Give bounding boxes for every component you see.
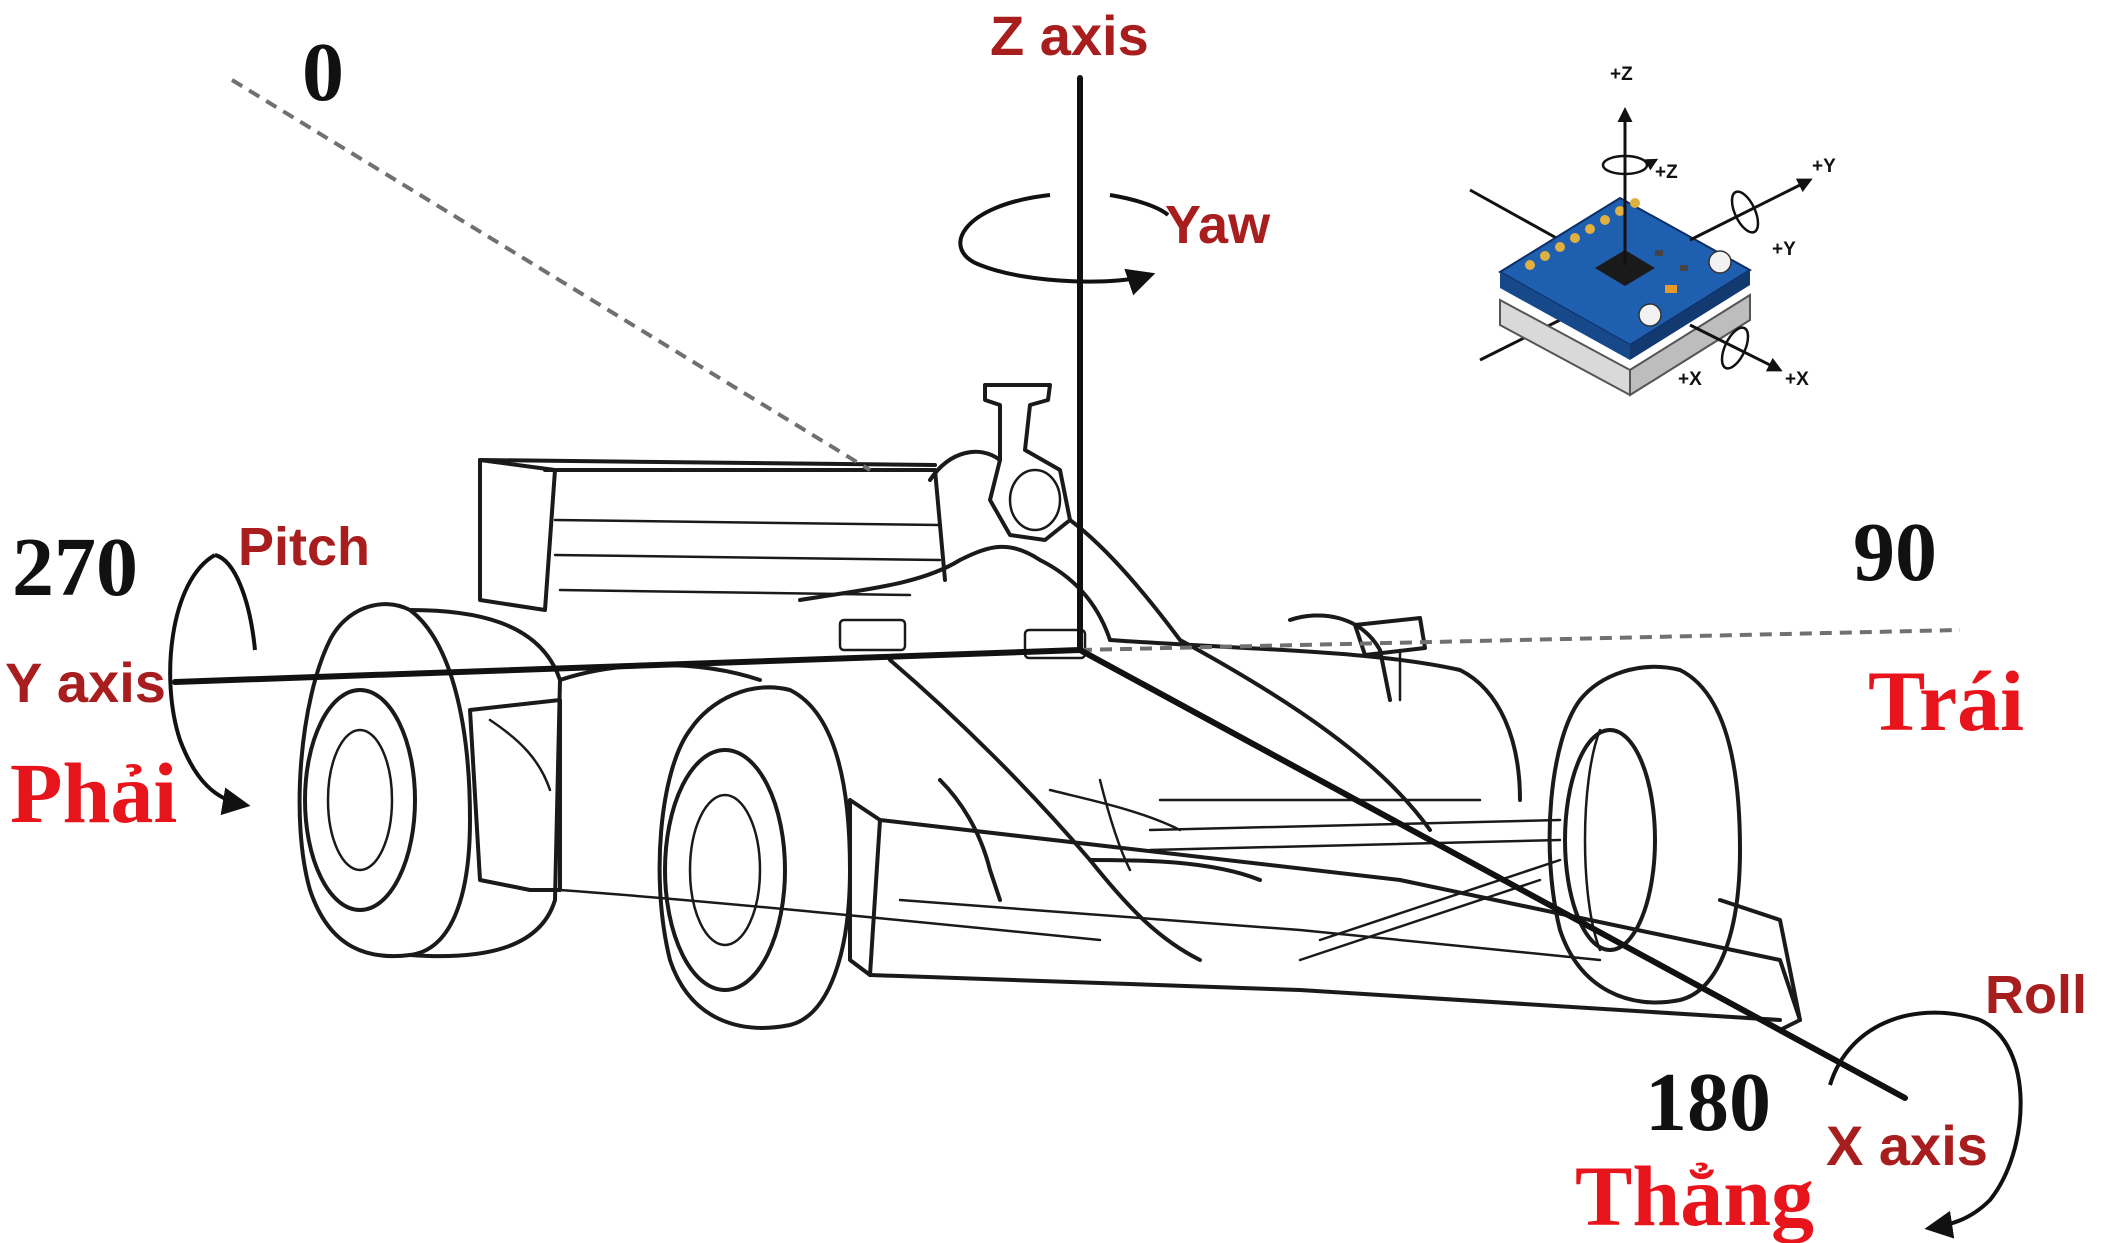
sensor-label-plus-y-rot: +Y: [1772, 239, 1796, 260]
x-axis-label: X axis: [1826, 1114, 1988, 1177]
sensor-label-plus-y-axis: +Y: [1812, 156, 1836, 177]
roll-rotation-arrow: [1828, 1010, 2023, 1239]
y-axis-label: Y axis: [5, 651, 166, 714]
f1-car-illustration: [297, 383, 1802, 1032]
direction-label-right: Phải: [10, 745, 177, 841]
z-axis-label: Z axis: [990, 4, 1149, 67]
sensor-label-plus-z-axis: +Z: [1610, 64, 1633, 85]
pitch-label: Pitch: [238, 517, 370, 577]
pitch-rotation-arrow: [168, 553, 251, 816]
mpu6050-sensor-illustration: +Z +Z +Y +Y +X +X: [1469, 64, 1836, 397]
angle-label-270: 270: [12, 521, 138, 614]
angle-label-90: 90: [1853, 506, 1937, 599]
yaw-rotation-arrow: [958, 193, 1156, 296]
sensor-label-plus-z-rot: +Z: [1655, 162, 1678, 183]
heading-line-0: [230, 78, 872, 472]
heading-line-90: [1079, 628, 1961, 652]
sensor-label-plus-x-rot: +X: [1678, 369, 1702, 390]
angle-label-0: 0: [302, 26, 344, 119]
angle-label-180: 180: [1645, 1056, 1771, 1149]
yaw-label: Yaw: [1165, 195, 1271, 255]
direction-label-straight: Thẳng: [1575, 1148, 1814, 1243]
sensor-chip: [1595, 250, 1655, 286]
y-axis-line: [172, 647, 1083, 685]
roll-label: Roll: [1985, 965, 2087, 1025]
x-axis-line: [1077, 647, 1908, 1101]
direction-label-left: Trái: [1868, 653, 2024, 749]
sensor-label-plus-x-axis: +X: [1785, 369, 1809, 390]
